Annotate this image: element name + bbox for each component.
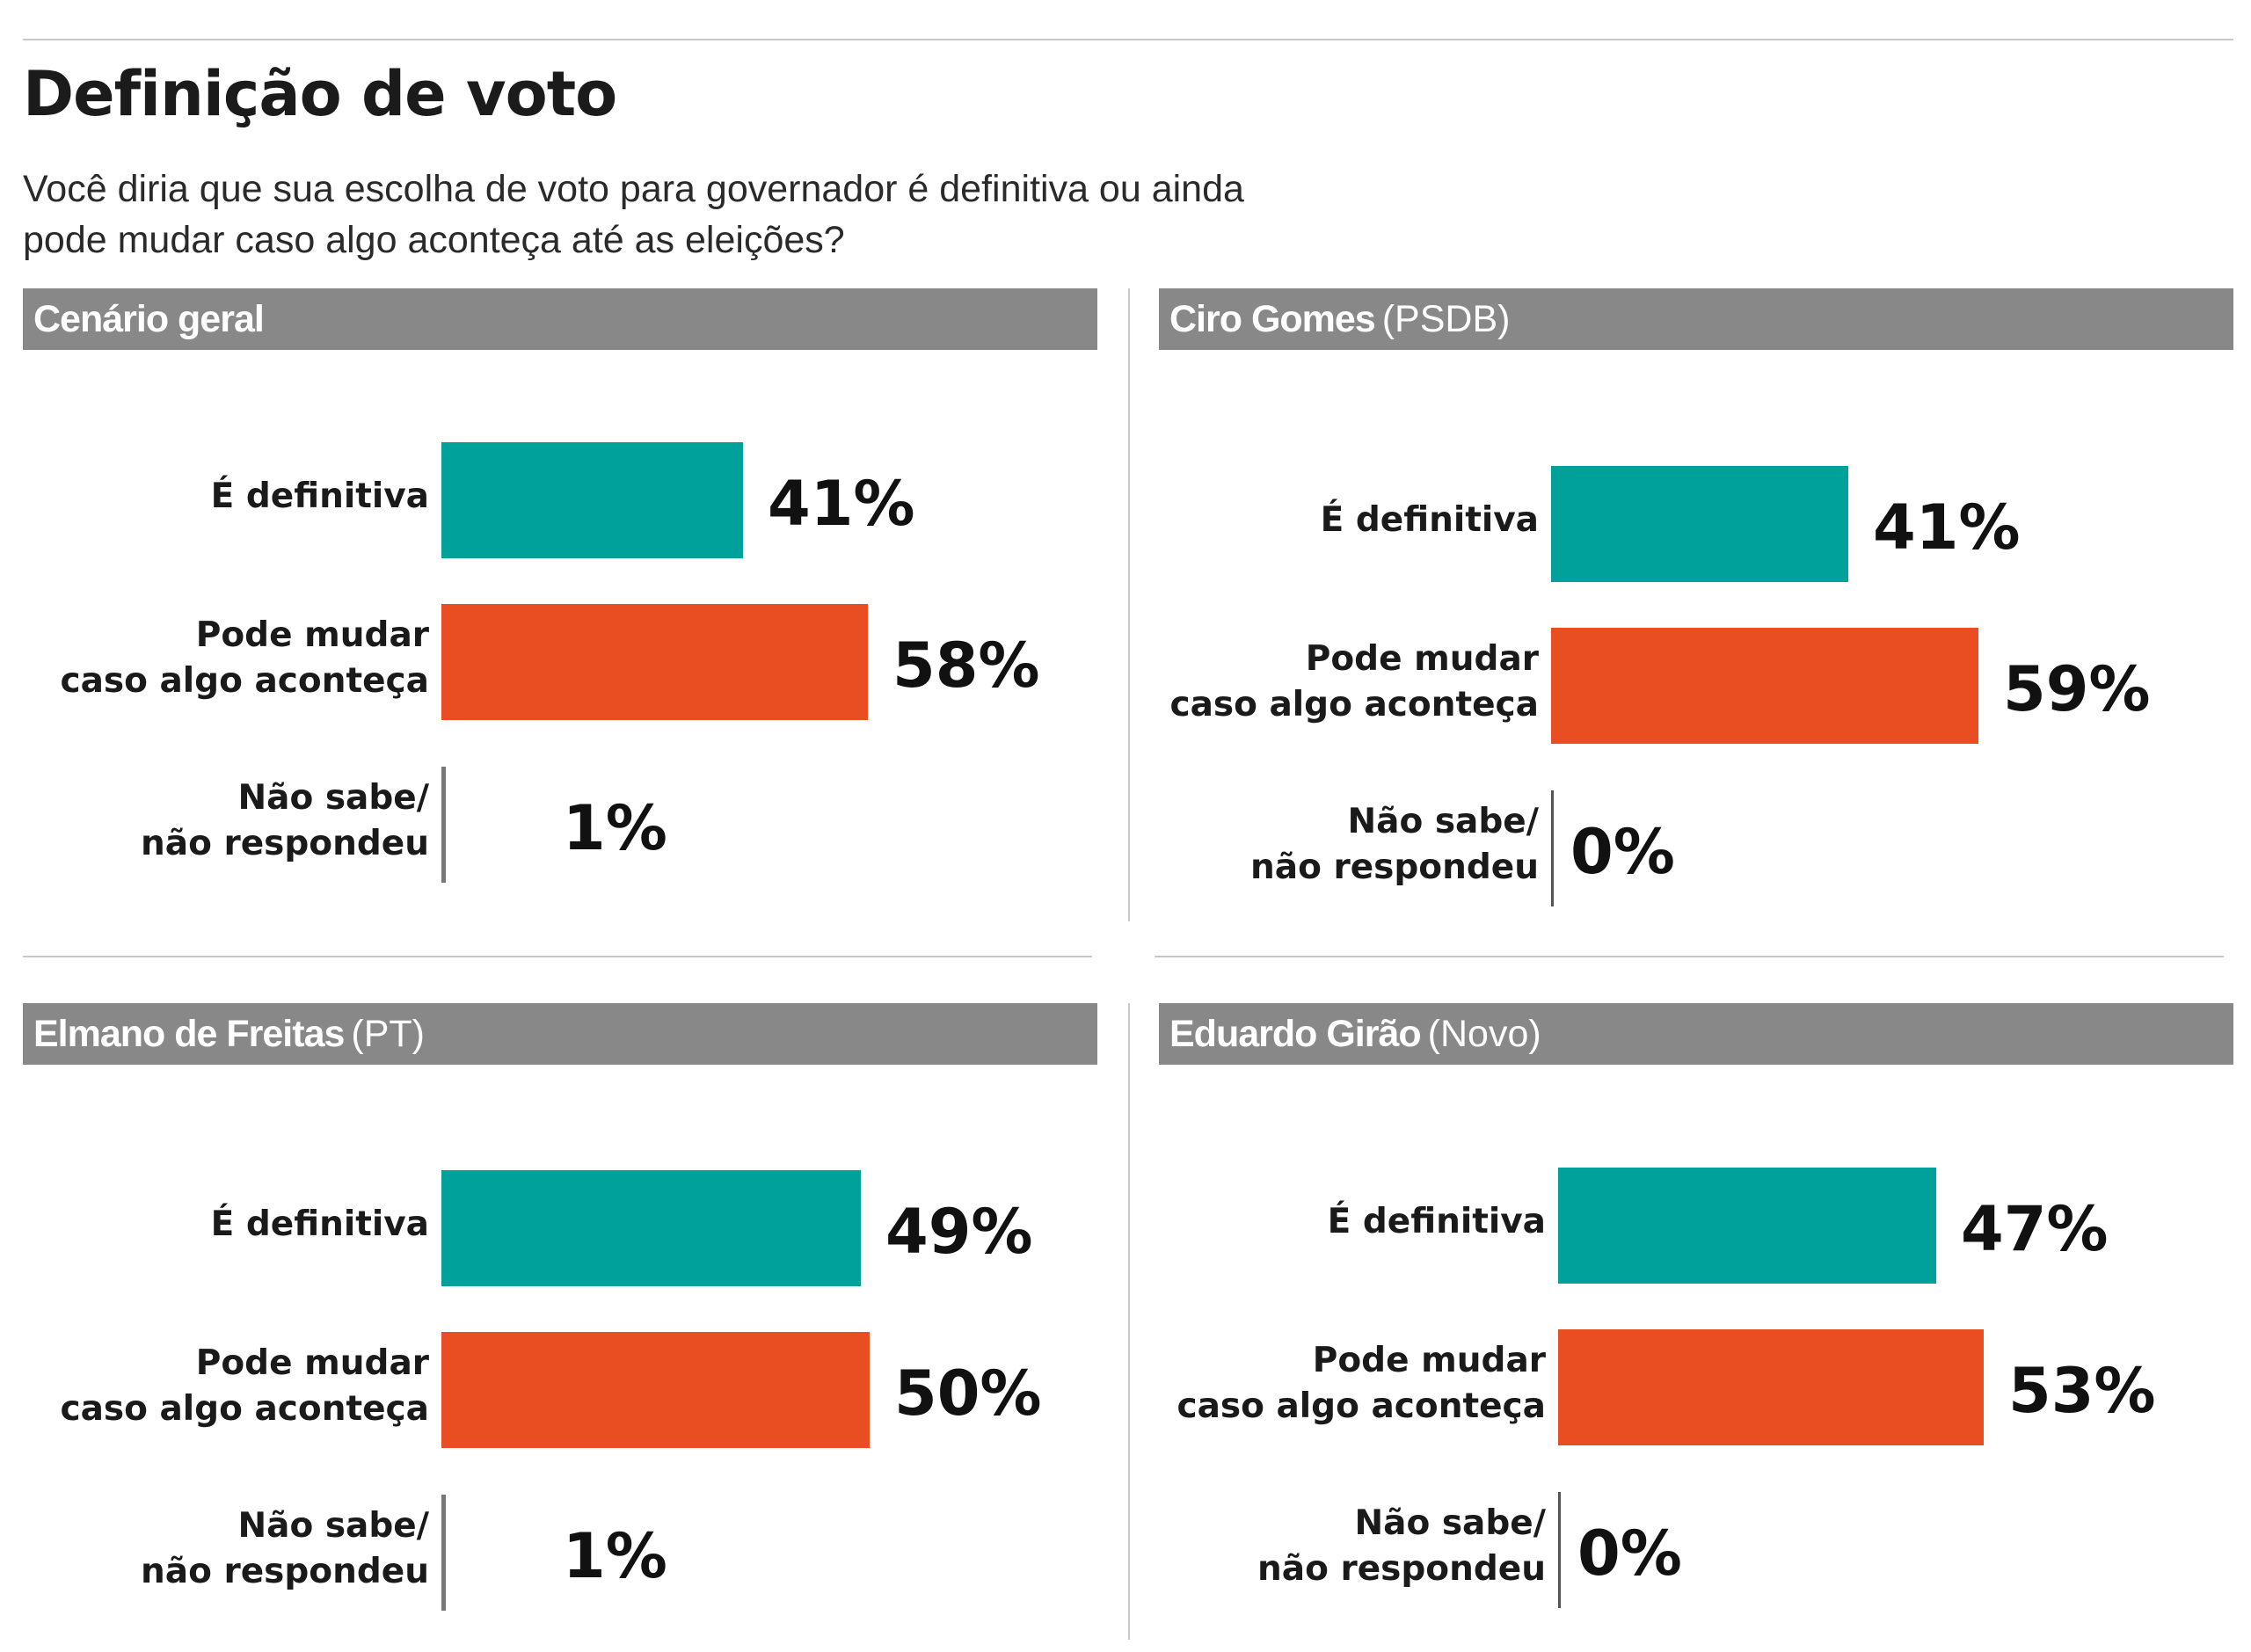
category-label-nao-sabe: Não sabe/ não respondeu bbox=[1257, 1503, 1546, 1589]
page-title: Definição de voto bbox=[23, 58, 617, 130]
bar-pode-mudar bbox=[441, 604, 868, 720]
value-label-pode-mudar: 59% bbox=[2003, 653, 2151, 725]
bar-nao-sabe bbox=[1551, 790, 1554, 906]
value-label-nao-sabe: 1% bbox=[563, 792, 667, 864]
value-label-pode-mudar: 58% bbox=[892, 630, 1040, 702]
page-subtitle: Você diria que sua escolha de voto para … bbox=[23, 168, 1244, 261]
value-label-definitiva: 41% bbox=[768, 468, 915, 540]
panel-title: Elmano de Freitas bbox=[33, 1013, 345, 1055]
vertical-divider-top bbox=[1128, 288, 1130, 921]
category-label-definitiva: É definitiva bbox=[1320, 500, 1539, 540]
value-label-nao-sabe: 0% bbox=[1577, 1517, 1682, 1590]
value-label-definitiva: 47% bbox=[1961, 1193, 2109, 1265]
bar-pode-mudar bbox=[1558, 1329, 1984, 1445]
category-label-nao-sabe: Não sabe/ não respondeu bbox=[1250, 802, 1539, 887]
category-label-nao-sabe: Não sabe/ não respondeu bbox=[141, 1506, 429, 1591]
horizontal-divider-right bbox=[1155, 956, 2224, 957]
bar-pode-mudar bbox=[1551, 628, 1978, 744]
panel-header: Eduardo Girão (Novo) bbox=[1159, 1003, 2233, 1065]
category-label-pode-mudar: Pode mudar caso algo aconteça bbox=[60, 1343, 429, 1429]
category-label-definitiva: É definitiva bbox=[210, 477, 429, 516]
bar-nao-sabe bbox=[441, 1495, 446, 1611]
panel-header: Ciro Gomes (PSDB) bbox=[1159, 288, 2233, 350]
panel-party: (Novo) bbox=[1427, 1013, 1541, 1055]
category-label-definitiva: É definitiva bbox=[1327, 1202, 1546, 1241]
bar-definitiva bbox=[441, 1170, 861, 1286]
value-label-definitiva: 41% bbox=[1873, 491, 2021, 564]
top-rule bbox=[23, 39, 2233, 40]
panel-title: Cenário geral bbox=[33, 298, 265, 340]
bar-definitiva bbox=[1558, 1168, 1936, 1284]
category-label-pode-mudar: Pode mudar caso algo aconteça bbox=[1169, 639, 1539, 724]
value-label-definitiva: 49% bbox=[885, 1196, 1033, 1268]
panel-party: (PT) bbox=[351, 1013, 425, 1055]
chart-panel-elmano-de-freitas: Elmano de Freitas (PT) É definitiva 49% Pod… bbox=[23, 1003, 1097, 1636]
value-label-nao-sabe: 1% bbox=[563, 1520, 667, 1592]
bar-definitiva bbox=[1551, 466, 1848, 582]
horizontal-divider-left bbox=[23, 956, 1092, 957]
category-label-nao-sabe: Não sabe/ não respondeu bbox=[141, 778, 429, 863]
vertical-divider-bottom bbox=[1128, 1003, 1130, 1640]
category-label-definitiva: É definitiva bbox=[210, 1204, 429, 1244]
bar-nao-sabe bbox=[441, 767, 446, 883]
bar-pode-mudar bbox=[441, 1332, 870, 1448]
bar-definitiva bbox=[441, 442, 743, 558]
value-label-nao-sabe: 0% bbox=[1570, 816, 1675, 888]
chart-panel-cenario-geral: Cenário geral É definitiva 41% Pode mudar … bbox=[23, 288, 1097, 921]
panel-title: Ciro Gomes bbox=[1169, 298, 1376, 340]
bar-nao-sabe bbox=[1558, 1492, 1561, 1608]
panel-party: (PSDB) bbox=[1381, 298, 1511, 340]
category-label-pode-mudar: Pode mudar caso algo aconteça bbox=[1176, 1341, 1546, 1426]
chart-panel-eduardo-girao: Eduardo Girão (Novo) É definitiva 47% Pode … bbox=[1159, 1003, 2233, 1636]
value-label-pode-mudar: 53% bbox=[2008, 1355, 2156, 1427]
value-label-pode-mudar: 50% bbox=[894, 1357, 1042, 1430]
panel-header: Cenário geral bbox=[23, 288, 1097, 350]
category-label-pode-mudar: Pode mudar caso algo aconteça bbox=[60, 615, 429, 701]
panel-header: Elmano de Freitas (PT) bbox=[23, 1003, 1097, 1065]
chart-panel-ciro-gomes: Ciro Gomes (PSDB) É definitiva 41% Pode mud… bbox=[1159, 288, 2233, 921]
panel-title: Eduardo Girão bbox=[1169, 1013, 1422, 1055]
